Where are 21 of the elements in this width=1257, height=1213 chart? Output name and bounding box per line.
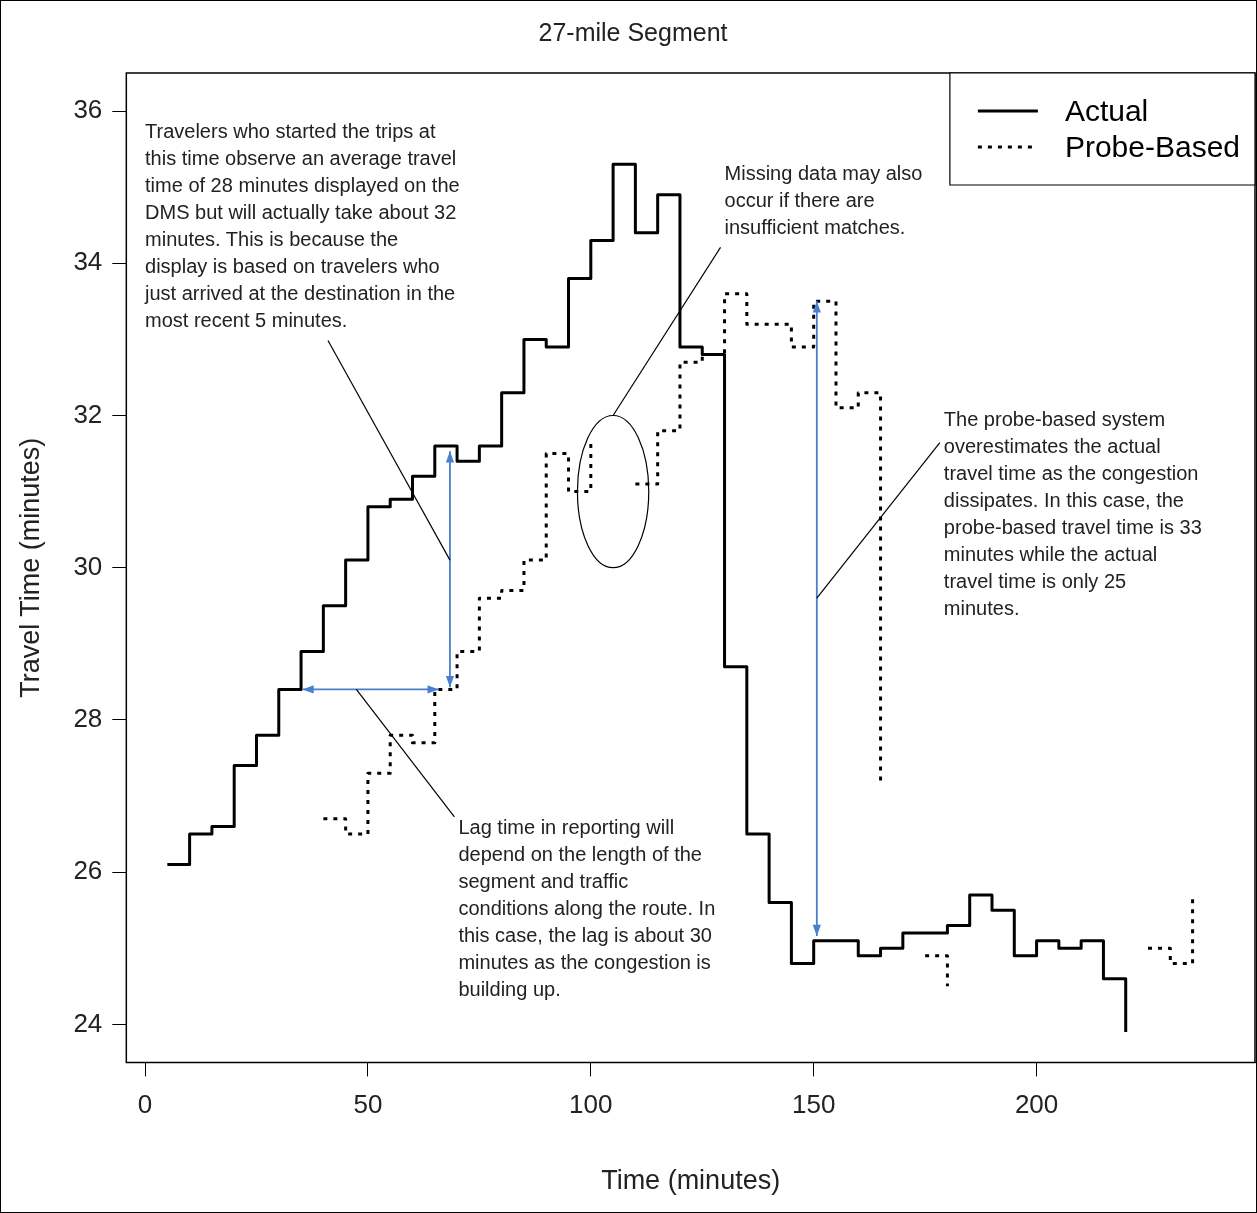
y-tick-label: 34 [73,246,103,277]
y-tick-label: 24 [73,1007,103,1038]
x-axis-title: Time (minutes) [601,1165,781,1196]
y-tick-label: 32 [73,398,103,429]
x-tick-label: 200 [1014,1089,1059,1120]
chart-title: 27-mile Segment [538,17,728,46]
x-tick-label: 0 [137,1089,153,1120]
annotation: The probe-based system overestimates the actual travel time as the congestion dissipates. In this case, the probe-based travel time is 33 minutes while the actual travel time is only 25 minutes. [943,407,1202,619]
x-tick-label: 150 [792,1089,836,1120]
y-tick-label: 30 [73,550,103,581]
y-tick-label: 36 [73,94,103,125]
annotation: Travelers who started the trips at this time observe an average travel time of 28 minutes displayed on the DMS but will actually take about 32 minutes. This is because the display is based on travelers who just arrived at the destination in the most recent 5 minutes. [144,119,460,331]
x-tick-label: 50 [353,1089,383,1120]
x-tick-label: 100 [569,1089,613,1120]
y-axis-title: Travel Time (minutes) [14,437,45,698]
legend-label: Probe-Based [1064,130,1240,164]
legend-label: Actual [1064,94,1149,128]
annotation: Lag time in reporting will depend on the length of the segment and traffic conditions along the route. In this case, the lag is about 30 minutes as the congestion is building up. [458,816,716,1001]
annotation: Missing data may also occur if there are insufficient matches. [724,161,923,238]
y-tick-label: 26 [73,855,103,886]
y-tick-label: 28 [73,703,103,734]
